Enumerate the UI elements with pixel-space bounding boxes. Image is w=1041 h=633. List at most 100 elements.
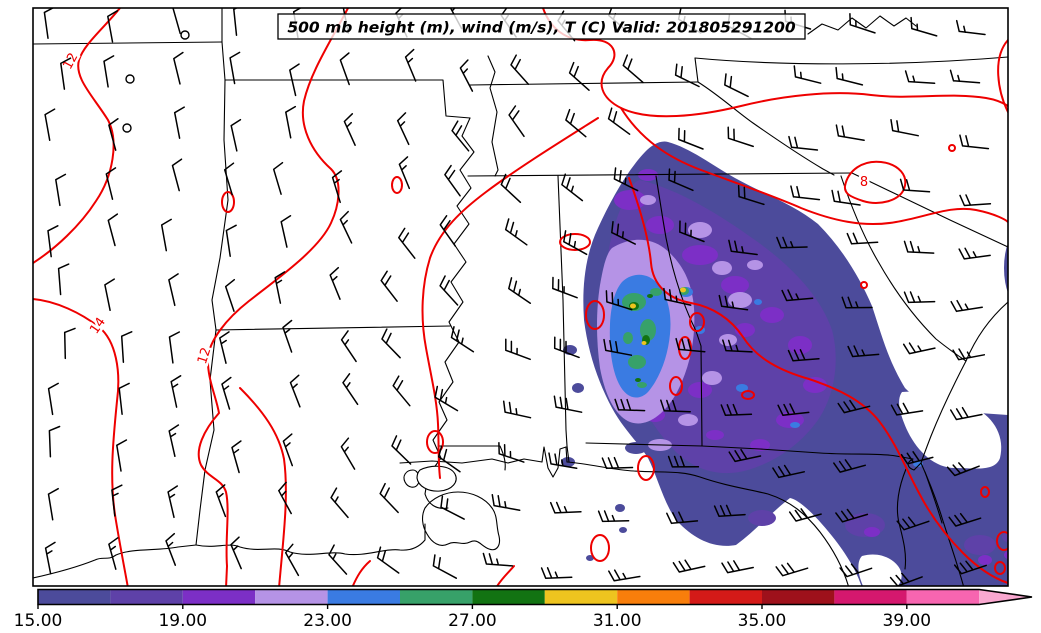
colorbar-tick-label: 35.00 bbox=[738, 611, 787, 631]
figure-title: 500 mb height (m), wind (m/s), T (C) Val… bbox=[287, 19, 796, 37]
wind-barb bbox=[623, 55, 643, 82]
colorbar-tick-label: 23.00 bbox=[303, 611, 352, 631]
wind-barb bbox=[511, 55, 528, 84]
wind-barb bbox=[554, 396, 581, 412]
colorbar-segment bbox=[690, 590, 762, 605]
colorbar-segment bbox=[255, 590, 327, 605]
weather-map-figure: 1214128 500 mb height (m), wind (m/s), T… bbox=[0, 0, 1041, 633]
wind-barb bbox=[65, 328, 75, 358]
wind-barb bbox=[953, 349, 984, 360]
wind-barb bbox=[435, 387, 457, 411]
wind-barb bbox=[162, 219, 172, 250]
wind-barb bbox=[960, 195, 990, 206]
colorbar-segment bbox=[472, 590, 544, 605]
colorbar-segment bbox=[183, 590, 255, 605]
wind-barb bbox=[445, 166, 460, 196]
wind-barb bbox=[905, 292, 935, 302]
wind-barb bbox=[341, 438, 354, 469]
wind-barb bbox=[398, 113, 409, 144]
wind-barb bbox=[281, 216, 290, 247]
wind-barb bbox=[501, 175, 520, 203]
wind-barb bbox=[722, 561, 753, 573]
wind-barb bbox=[220, 332, 229, 363]
wind-barb bbox=[343, 374, 358, 405]
wind-barb bbox=[509, 106, 524, 136]
wind-barb bbox=[274, 163, 283, 195]
wind-barb bbox=[122, 332, 132, 362]
wind-barb bbox=[46, 542, 55, 573]
colorbar-segment bbox=[110, 590, 182, 605]
calm-wind-circle bbox=[126, 75, 134, 83]
colorbar-segment bbox=[328, 590, 400, 605]
wind-barb bbox=[56, 174, 66, 205]
wind-barb bbox=[506, 219, 527, 245]
contour-label: 12 bbox=[195, 346, 214, 366]
wind-barb bbox=[553, 278, 577, 298]
wind-barb bbox=[232, 441, 241, 473]
wind-barb bbox=[49, 383, 59, 414]
wind-barb bbox=[231, 537, 241, 568]
colorbar-segment bbox=[617, 590, 689, 605]
wind-barb bbox=[173, 2, 182, 33]
map-area: 1214128 bbox=[33, 0, 1036, 588]
wind-barb bbox=[406, 50, 416, 81]
wind-barb bbox=[286, 107, 296, 138]
wind-barb bbox=[171, 376, 180, 407]
wind-barb bbox=[283, 321, 292, 353]
wind-barb bbox=[230, 52, 240, 83]
calm-wind-circle bbox=[181, 31, 189, 39]
wind-barb bbox=[381, 271, 397, 301]
wind-barb bbox=[175, 107, 185, 138]
wind-barb bbox=[599, 511, 629, 521]
colorbar: 15.0019.0023.0027.0031.0035.0039.00 bbox=[14, 590, 1032, 632]
colorbar-segment bbox=[38, 590, 110, 605]
wind-barb bbox=[226, 225, 236, 256]
wind-barb bbox=[951, 70, 980, 83]
wind-barb bbox=[906, 71, 935, 83]
wind-barb bbox=[108, 214, 117, 245]
wind-barb bbox=[460, 60, 472, 91]
colorbar-segment bbox=[834, 590, 906, 605]
wind-barb bbox=[234, 5, 244, 36]
wind-barb bbox=[509, 278, 531, 303]
title-box: 500 mb height (m), wind (m/s), T (C) Val… bbox=[278, 14, 805, 39]
colorbar-tick-label: 31.00 bbox=[593, 611, 642, 631]
wind-barb bbox=[231, 120, 240, 151]
wind-barb bbox=[951, 301, 982, 312]
wind-barb bbox=[333, 171, 342, 202]
wind-barb bbox=[169, 425, 178, 456]
wind-barb bbox=[542, 568, 572, 578]
wind-barb bbox=[340, 212, 351, 243]
wind-barb bbox=[725, 74, 748, 96]
wind-barb bbox=[59, 264, 69, 294]
wind-barb bbox=[393, 376, 410, 406]
wind-barb bbox=[104, 56, 114, 87]
wind-barb bbox=[551, 503, 581, 513]
wind-barb bbox=[959, 248, 990, 259]
wind-barb bbox=[441, 496, 464, 519]
wind-barb bbox=[836, 125, 864, 140]
colorbar-segment bbox=[545, 590, 617, 605]
wind-barb bbox=[891, 120, 918, 136]
wind-barb bbox=[392, 436, 411, 464]
wind-barb bbox=[330, 268, 340, 300]
colorbar-tick-label: 27.00 bbox=[448, 611, 497, 631]
contour-label: 8 bbox=[860, 175, 868, 190]
wind-barb bbox=[791, 186, 820, 200]
colorbar-extend-arrow bbox=[979, 590, 1032, 605]
wind-barb bbox=[602, 458, 632, 469]
wind-barb bbox=[728, 127, 753, 146]
wind-barb bbox=[344, 114, 355, 145]
wind-barb bbox=[112, 485, 122, 516]
wind-barb bbox=[329, 545, 347, 574]
wind-barb bbox=[380, 484, 398, 513]
wind-barb bbox=[44, 7, 54, 38]
wind-barb bbox=[399, 228, 415, 258]
colorbar-segment bbox=[907, 590, 979, 605]
colorbar-tick-label: 39.00 bbox=[882, 611, 931, 631]
wind-barb bbox=[676, 64, 699, 86]
wind-barb bbox=[506, 339, 530, 359]
wind-barb bbox=[847, 233, 877, 244]
wind-barb bbox=[562, 174, 583, 200]
wind-barb bbox=[789, 137, 818, 150]
